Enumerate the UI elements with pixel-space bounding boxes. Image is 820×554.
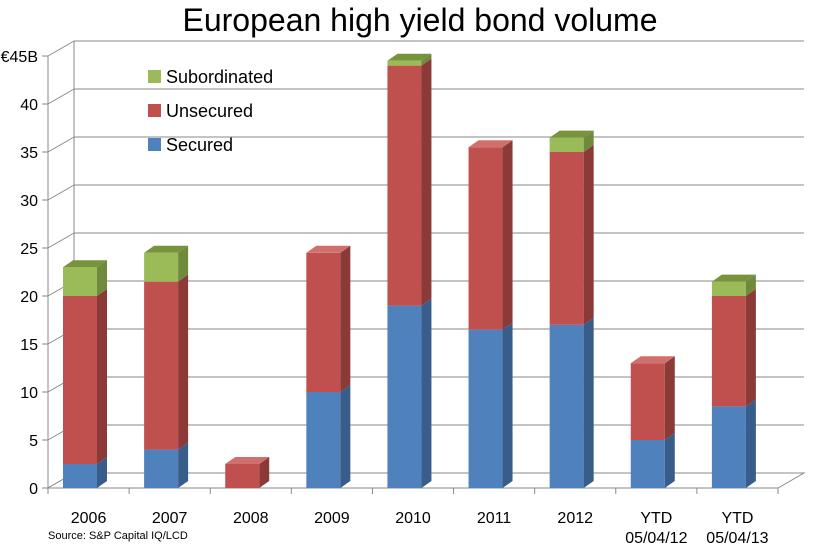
y-tick-label: 15 xyxy=(20,337,38,354)
bar-side-unsecured xyxy=(583,145,594,325)
legend-swatch-unsecured xyxy=(148,104,161,117)
x-tick-label: 05/04/12 xyxy=(625,530,687,547)
legend-label-unsecured: Unsecured xyxy=(166,101,253,121)
bar-top-unsecured xyxy=(630,356,675,364)
bar-segment-unsecured xyxy=(630,363,665,440)
bar-side-unsecured xyxy=(421,58,432,306)
x-tick-label: 2009 xyxy=(314,510,350,527)
x-tick-label: YTD xyxy=(640,510,672,527)
y-tick-label: 20 xyxy=(20,289,38,306)
y-tick-label: 35 xyxy=(20,145,38,162)
bar-segment-subordinated xyxy=(711,281,746,296)
y-tick-label: 25 xyxy=(20,241,38,258)
bar-segment-unsecured xyxy=(306,252,341,392)
bar-top-subordinated xyxy=(549,130,594,138)
x-tick-label: YTD xyxy=(721,510,753,527)
bar-side-unsecured xyxy=(745,289,756,407)
x-tick-label: 2007 xyxy=(152,510,188,527)
bar-top-unsecured xyxy=(468,140,513,148)
x-tick-label: 2006 xyxy=(71,510,107,527)
bar-top-subordinated xyxy=(711,274,756,282)
bar-side-unsecured xyxy=(340,245,351,392)
x-tick-label: 2011 xyxy=(477,510,512,527)
bar-side-subordinated xyxy=(583,130,594,152)
bar-segment-unsecured xyxy=(387,65,422,306)
bar-segment-subordinated xyxy=(144,252,179,282)
legend-label-subordinated: Subordinated xyxy=(166,67,273,87)
bar-top-subordinated xyxy=(387,53,432,61)
bar-segment-secured xyxy=(63,464,97,488)
bar-top-subordinated xyxy=(144,245,189,253)
bar-side-unsecured xyxy=(259,457,270,488)
y-tick-label: €45B xyxy=(1,49,38,66)
bar-top-subordinated xyxy=(63,260,107,268)
legend: Subordinated Unsecured Secured xyxy=(148,67,273,155)
legend-swatch-secured xyxy=(148,138,161,151)
y-tick-label: 30 xyxy=(20,193,38,210)
bar-segment-subordinated xyxy=(549,137,584,152)
axis-layer: 0 5 10 15 20 25 30 35 40 €45B 2006 2007 2008 2009 2010… xyxy=(1,49,779,547)
gridline-diagonal xyxy=(47,88,75,105)
source-note: Source: S&P Capital IQ/LCD xyxy=(48,530,188,542)
bar-segment-secured xyxy=(387,305,422,488)
bar-segment-unsecured xyxy=(468,147,503,330)
bar-side-secured xyxy=(421,298,432,488)
bar-side-subordinated xyxy=(421,53,432,66)
y-tick-label: 40 xyxy=(20,97,38,114)
bars-layer xyxy=(63,53,756,488)
bar-segment-unsecured xyxy=(225,464,260,488)
bar-segment-secured xyxy=(630,440,665,488)
bar-top-unsecured xyxy=(306,245,351,253)
bar-side-subordinated xyxy=(178,245,189,282)
bar-segment-secured xyxy=(468,329,503,488)
chart-title: European high yield bond volume xyxy=(182,2,658,38)
bar-side-secured xyxy=(583,317,594,488)
bar-segment-unsecured xyxy=(711,296,746,407)
bar-segment-secured xyxy=(549,324,584,488)
bar-segment-secured xyxy=(711,406,746,488)
bar-segment-secured xyxy=(144,449,179,488)
gridline-diagonal xyxy=(47,136,75,153)
x-tick-label: 05/04/13 xyxy=(706,530,768,547)
bar-segment-subordinated xyxy=(387,60,422,66)
gridline-diagonal xyxy=(47,184,75,201)
gridline-diagonal xyxy=(47,40,75,57)
bar-segment-unsecured xyxy=(144,281,179,450)
bar-side-secured xyxy=(178,442,189,488)
y-tick-label: 5 xyxy=(29,433,38,450)
legend-swatch-subordinated xyxy=(148,70,161,83)
x-tick-label: 2012 xyxy=(557,510,593,527)
bar-side-unsecured xyxy=(664,356,675,440)
bar-side-unsecured xyxy=(178,274,189,450)
bar-side-unsecured xyxy=(97,289,107,464)
y-tick-label: 10 xyxy=(20,385,38,402)
bar-side-secured xyxy=(97,457,107,488)
bar-segment-secured xyxy=(306,392,341,488)
bar-segment-unsecured xyxy=(549,152,584,325)
bar-segment-unsecured xyxy=(63,296,97,464)
bar-side-secured xyxy=(664,433,675,488)
bar-side-subordinated xyxy=(97,260,107,296)
gridline-diagonal xyxy=(47,232,75,249)
bar-top-unsecured xyxy=(225,457,270,464)
bar-segment-subordinated xyxy=(63,267,97,296)
legend-label-secured: Secured xyxy=(166,135,233,155)
bar-side-secured xyxy=(745,399,756,488)
x-tick-label: 2010 xyxy=(395,510,431,527)
x-tick-label: 2008 xyxy=(233,510,269,527)
bar-side-secured xyxy=(340,385,351,488)
bar-side-subordinated xyxy=(745,274,756,296)
y-tick-label: 0 xyxy=(29,481,38,498)
bar-side-secured xyxy=(502,322,513,488)
bar-side-unsecured xyxy=(502,140,513,330)
